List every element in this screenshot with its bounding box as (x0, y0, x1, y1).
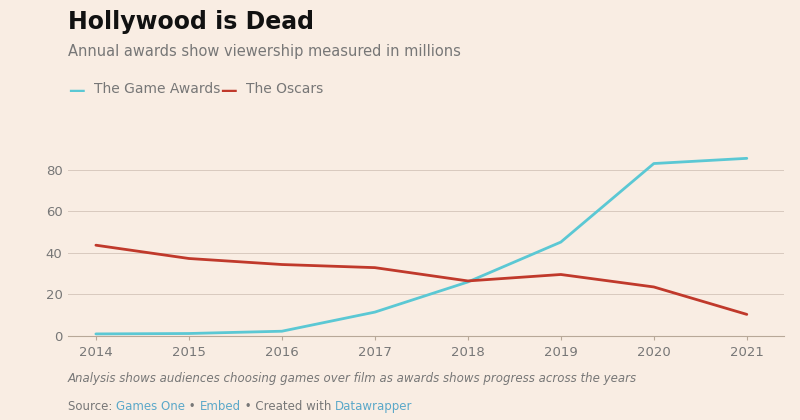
Text: The Game Awards: The Game Awards (94, 82, 220, 96)
Text: Annual awards show viewership measured in millions: Annual awards show viewership measured i… (68, 44, 461, 59)
Text: • Created with: • Created with (241, 400, 334, 413)
Text: Hollywood is Dead: Hollywood is Dead (68, 10, 314, 34)
Text: Datawrapper: Datawrapper (334, 400, 412, 413)
Text: •: • (185, 400, 199, 413)
Text: Source:: Source: (68, 400, 116, 413)
Text: The Oscars: The Oscars (246, 82, 323, 96)
Text: —: — (220, 82, 237, 100)
Text: Games One: Games One (116, 400, 185, 413)
Text: Embed: Embed (199, 400, 241, 413)
Text: Analysis shows audiences choosing games over film as awards shows progress acros: Analysis shows audiences choosing games … (68, 372, 637, 385)
Text: —: — (68, 82, 85, 100)
